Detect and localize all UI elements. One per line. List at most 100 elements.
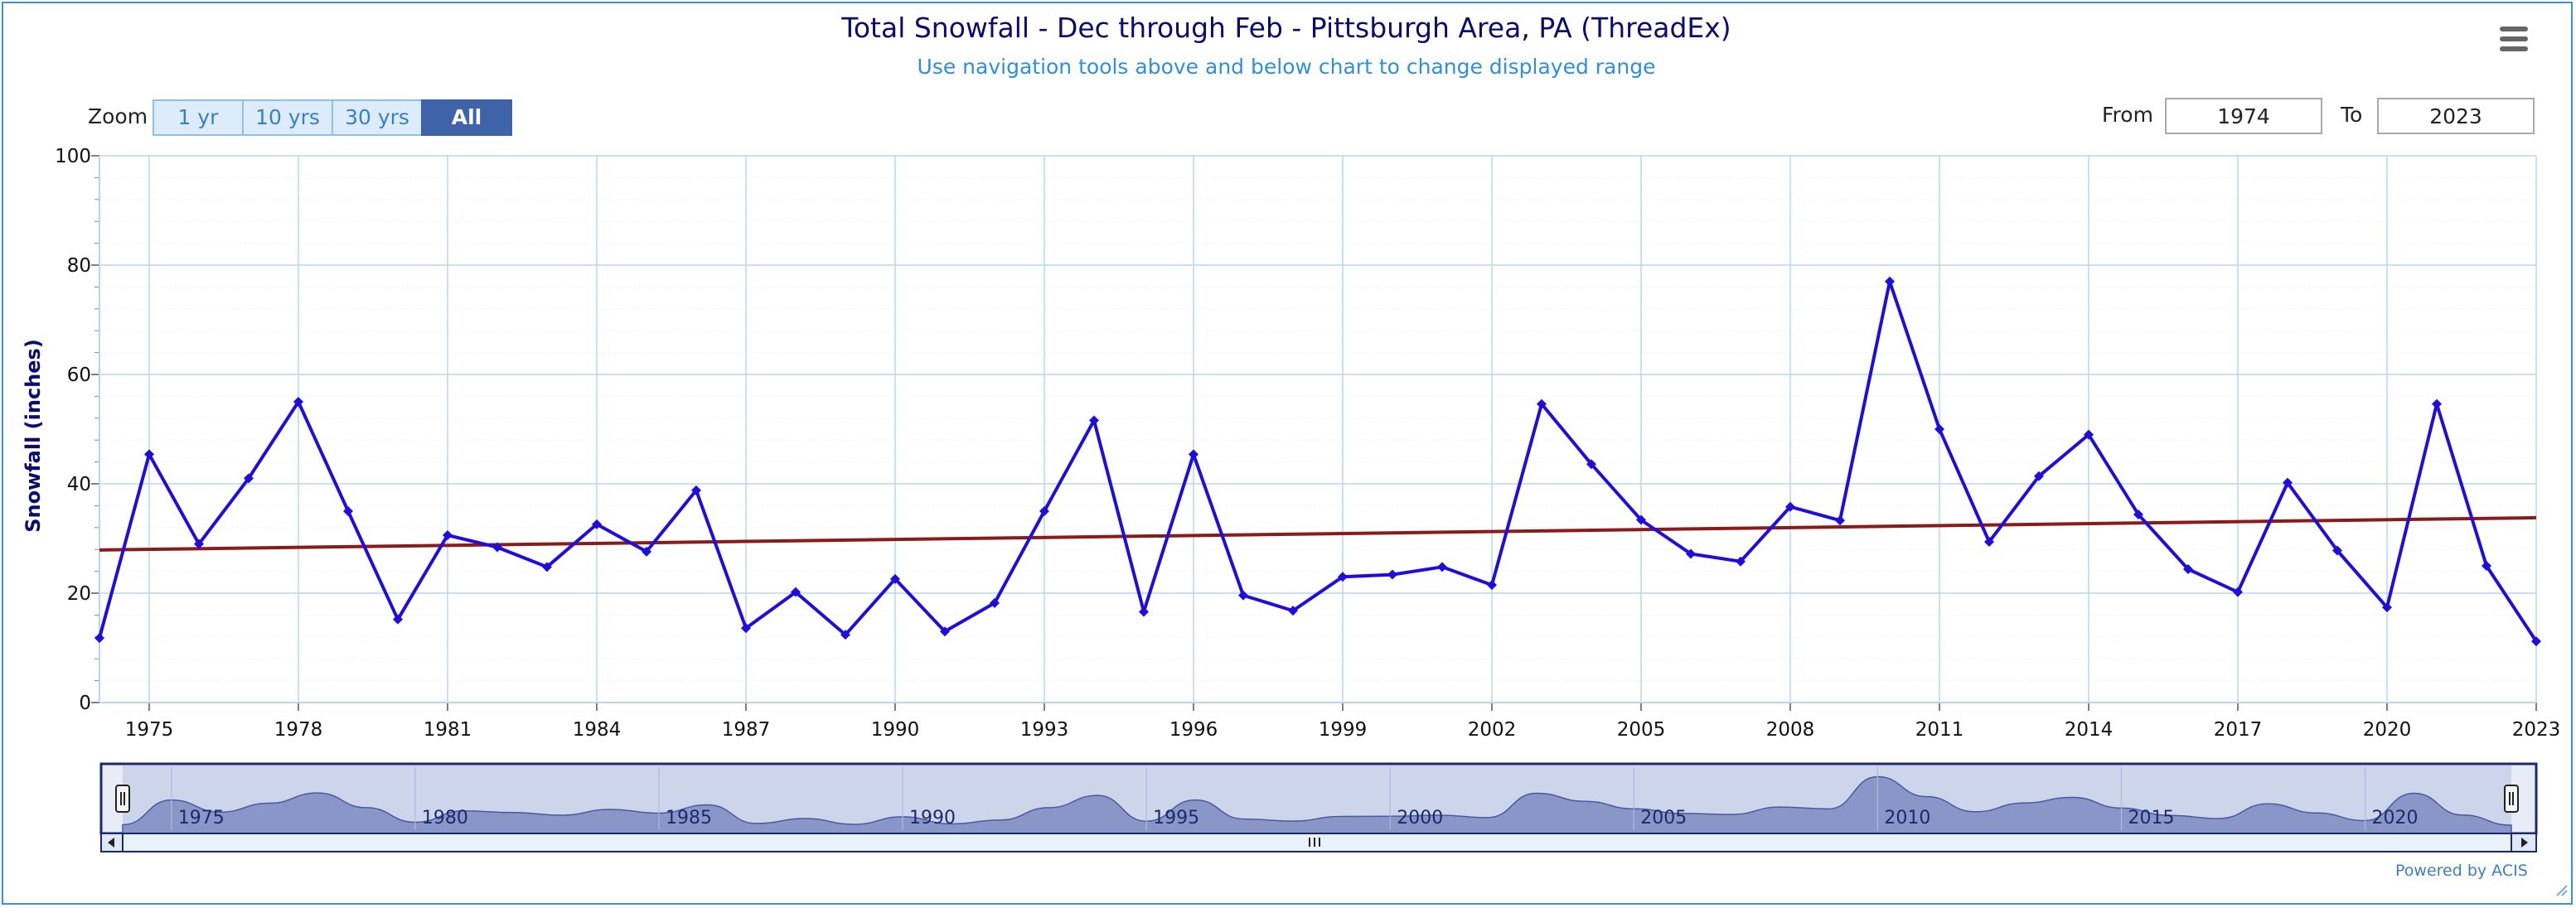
handle-body[interactable] xyxy=(2504,785,2519,813)
data-point[interactable] xyxy=(840,630,850,640)
y-axis-title: Snowfall (inches) xyxy=(22,339,45,533)
right-arrow-glyph xyxy=(2521,838,2528,848)
x-tick-label: 1981 xyxy=(424,719,472,741)
data-point[interactable] xyxy=(1785,501,1795,512)
x-tick-label: 2005 xyxy=(1617,719,1666,741)
navigator-year-label: 2010 xyxy=(1884,808,1930,828)
scroll-right-arrow-icon[interactable] xyxy=(2511,833,2537,852)
data-point[interactable] xyxy=(492,542,502,553)
data-point[interactable] xyxy=(691,485,701,495)
data-point[interactable] xyxy=(2034,471,2044,481)
plot-axes xyxy=(91,155,2537,711)
navigator-year-label: 1980 xyxy=(422,808,468,828)
data-point[interactable] xyxy=(1736,556,1746,567)
navigator-year-label: 2000 xyxy=(1397,808,1443,828)
data-point[interactable] xyxy=(1039,506,1049,516)
zoom-all-button[interactable]: All xyxy=(421,99,512,136)
zoom-30yrs-button[interactable]: 30 yrs xyxy=(332,99,423,136)
x-tick-label: 1975 xyxy=(125,719,174,741)
data-point[interactable] xyxy=(1984,536,1994,547)
plot-series xyxy=(94,276,2541,647)
data-point[interactable] xyxy=(1537,398,1547,409)
chart-title: Total Snowfall - Dec through Feb - Pitts… xyxy=(841,12,1731,44)
data-point[interactable] xyxy=(1288,606,1298,616)
navigator[interactable]: 1975 1980 1985 1990 1995 2000 2005 2010 2015 2020 xyxy=(99,762,2538,852)
navigator-right-handle[interactable] xyxy=(2504,785,2519,813)
navigator-year-label: 1985 xyxy=(666,808,712,828)
data-point[interactable] xyxy=(1586,459,1596,470)
zoom-10yrs-button[interactable]: 10 yrs xyxy=(242,99,333,136)
navigator-year-label: 1975 xyxy=(178,808,225,828)
data-point[interactable] xyxy=(2233,587,2243,597)
data-point[interactable] xyxy=(2084,429,2094,440)
data-point[interactable] xyxy=(393,614,403,625)
x-tick-label: 1990 xyxy=(871,719,920,741)
data-point[interactable] xyxy=(1885,276,1895,287)
data-point[interactable] xyxy=(1686,548,1696,559)
data-point[interactable] xyxy=(2432,398,2442,409)
chart-subtitle: Use navigation tools above and below cha… xyxy=(917,55,1656,79)
data-point[interactable] xyxy=(890,573,900,584)
to-date-input[interactable] xyxy=(2377,98,2535,134)
data-point[interactable] xyxy=(293,397,303,407)
data-point[interactable] xyxy=(1934,424,1944,434)
y-tick-label: 20 xyxy=(67,583,91,605)
data-point[interactable] xyxy=(940,626,950,637)
data-point[interactable] xyxy=(144,449,154,460)
data-point[interactable] xyxy=(791,587,801,597)
y-tick-label: 0 xyxy=(79,693,91,714)
data-point[interactable] xyxy=(1636,514,1646,525)
data-point[interactable] xyxy=(2283,477,2293,488)
data-point[interactable] xyxy=(2482,561,2491,571)
data-point[interactable] xyxy=(1089,415,1099,426)
navigator-year-label: 2015 xyxy=(2128,808,2174,828)
data-point[interactable] xyxy=(2183,563,2193,574)
x-tick-label: 2002 xyxy=(1468,719,1517,741)
zoom-1yr-button[interactable]: 1 yr xyxy=(153,99,244,136)
snowfall-series-line xyxy=(98,279,2538,643)
from-date-input[interactable] xyxy=(2165,98,2322,134)
data-point[interactable] xyxy=(1387,569,1397,580)
data-point[interactable] xyxy=(1437,562,1447,572)
navigator-year-label: 1995 xyxy=(1153,808,1199,828)
data-point[interactable] xyxy=(990,597,1000,608)
data-point[interactable] xyxy=(1835,515,1845,526)
x-tick-label: 2014 xyxy=(2065,719,2114,741)
data-point[interactable] xyxy=(2531,636,2541,647)
handle-body[interactable] xyxy=(115,785,130,813)
x-tick-label: 1978 xyxy=(274,719,323,741)
from-label: From xyxy=(2102,103,2153,127)
data-point[interactable] xyxy=(244,473,254,484)
data-point[interactable] xyxy=(741,623,751,634)
x-tick-labels: 1975 1978 1981 1984 1987 1990 1993 1996 1999 2002… xyxy=(125,719,2561,741)
x-tick-label: 2020 xyxy=(2363,719,2412,741)
data-point[interactable] xyxy=(2382,602,2392,613)
data-point[interactable] xyxy=(542,562,552,572)
data-point[interactable] xyxy=(1338,572,1348,582)
data-point[interactable] xyxy=(443,530,453,541)
data-point[interactable] xyxy=(194,539,204,549)
data-point[interactable] xyxy=(343,506,353,516)
data-point[interactable] xyxy=(642,546,651,557)
data-point[interactable] xyxy=(1238,590,1248,601)
data-point[interactable] xyxy=(1487,580,1497,591)
zoom-label: Zoom xyxy=(88,104,148,128)
data-point[interactable] xyxy=(592,519,602,529)
left-arrow-glyph xyxy=(108,838,114,848)
x-tick-label: 1993 xyxy=(1020,719,1069,741)
credit-link[interactable]: Powered by ACIS xyxy=(2395,862,2528,880)
trend-line xyxy=(99,515,2537,552)
data-point[interactable] xyxy=(2133,509,2143,519)
x-tick-label: 2011 xyxy=(1915,719,1964,741)
data-point[interactable] xyxy=(2332,545,2342,556)
data-point[interactable] xyxy=(1139,606,1149,617)
x-tick-label: 1999 xyxy=(1319,719,1368,741)
data-point[interactable] xyxy=(94,633,104,644)
navigator-left-handle[interactable] xyxy=(115,785,130,813)
navigator-scrollbar-thumb[interactable] xyxy=(123,835,2511,850)
scroll-left-arrow-icon[interactable] xyxy=(100,833,123,852)
data-point[interactable] xyxy=(1189,449,1198,460)
plot-gridlines xyxy=(99,155,2537,703)
hamburger-menu-icon[interactable] xyxy=(2498,25,2530,53)
